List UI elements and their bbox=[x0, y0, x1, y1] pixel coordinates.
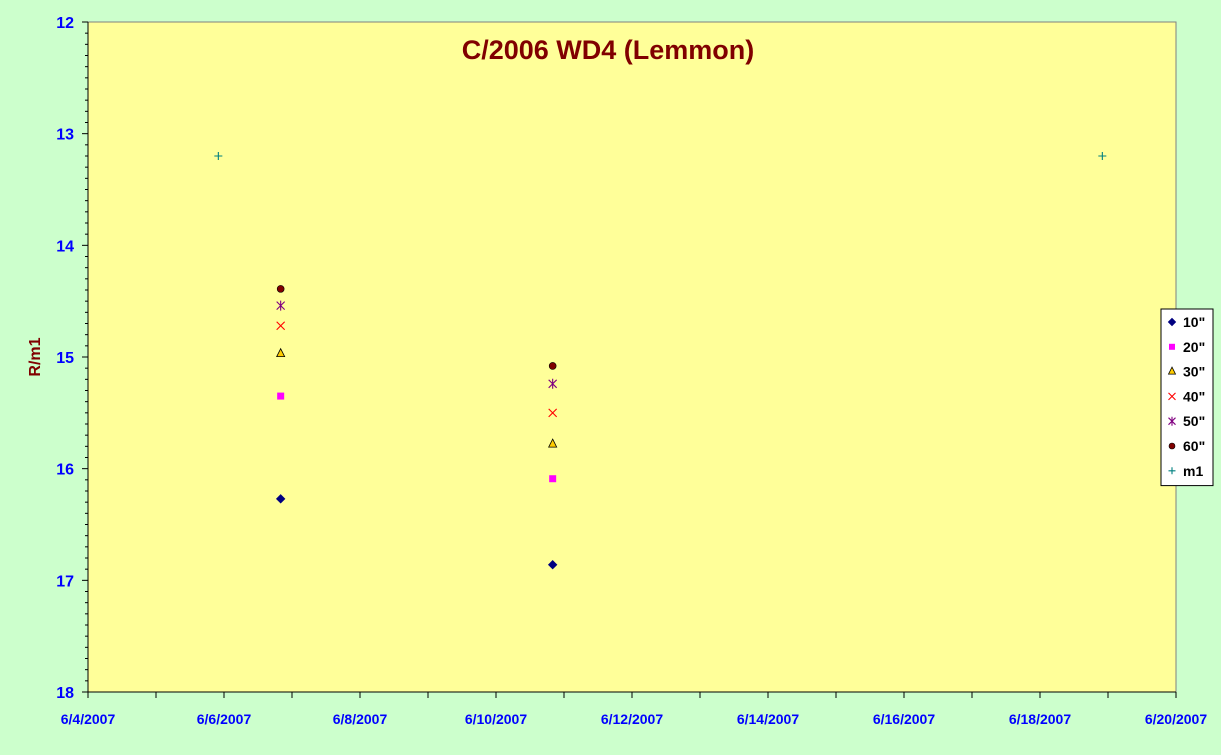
legend-label: 50" bbox=[1183, 413, 1205, 429]
data-point-circle bbox=[548, 362, 557, 370]
y-tick-label: 16 bbox=[56, 462, 74, 479]
legend-label: 30" bbox=[1183, 364, 1205, 380]
data-point-x bbox=[548, 408, 558, 418]
y-axis-label: R/m1 bbox=[27, 337, 44, 376]
y-tick-label: 17 bbox=[56, 573, 74, 590]
legend-marker bbox=[1168, 392, 1176, 401]
data-point-plus bbox=[214, 152, 223, 160]
legend-marker bbox=[1168, 467, 1176, 475]
chart-title: C/2006 WD4 (Lemmon) bbox=[462, 35, 755, 65]
legend-label: 60" bbox=[1183, 438, 1205, 454]
x-tick-label: 6/6/2007 bbox=[197, 711, 252, 727]
y-tick-label: 12 bbox=[56, 15, 74, 32]
data-point-triangle bbox=[548, 438, 558, 448]
y-tick-label: 18 bbox=[56, 685, 74, 702]
data-point-plus bbox=[1098, 152, 1107, 160]
legend-label: 10" bbox=[1183, 314, 1205, 330]
x-tick-label: 6/10/2007 bbox=[465, 711, 527, 727]
y-tick-label: 14 bbox=[56, 238, 74, 255]
data-point-star bbox=[276, 300, 286, 311]
x-tick-label: 6/18/2007 bbox=[1009, 711, 1071, 727]
data-point-square bbox=[549, 475, 557, 483]
legend-marker bbox=[1169, 343, 1175, 350]
x-tick-label: 6/20/2007 bbox=[1145, 711, 1207, 727]
legend-label: 20" bbox=[1183, 339, 1205, 355]
x-tick-label: 6/14/2007 bbox=[737, 711, 799, 727]
legend-marker bbox=[1168, 442, 1176, 450]
data-point-diamond bbox=[275, 494, 286, 504]
data-point-triangle bbox=[276, 347, 286, 358]
data-point-square bbox=[277, 392, 285, 400]
x-tick-label: 6/12/2007 bbox=[601, 711, 663, 727]
x-tick-label: 6/16/2007 bbox=[873, 711, 935, 727]
axes: 12 13 14 15 16 17 18 6/4/2007 6/6/2007 6/8/2007 6/… bbox=[56, 15, 1207, 727]
legend-label: m1 bbox=[1183, 463, 1203, 479]
data-point-diamond bbox=[547, 559, 558, 570]
legend-label: 40" bbox=[1183, 388, 1205, 404]
y-tick-label: 13 bbox=[56, 127, 74, 144]
legend-box bbox=[1160, 308, 1214, 487]
data-marks bbox=[214, 152, 1107, 570]
x-tick-label: 6/8/2007 bbox=[333, 711, 388, 727]
data-point-circle bbox=[276, 285, 285, 293]
data-point-star bbox=[548, 378, 558, 389]
data-point-x bbox=[276, 321, 286, 331]
x-tick-label: 6/4/2007 bbox=[61, 711, 116, 727]
legend-marker bbox=[1167, 317, 1177, 327]
plot-area bbox=[87, 21, 1177, 693]
legend-marker bbox=[1168, 416, 1176, 426]
y-tick-label: 15 bbox=[56, 350, 74, 367]
legend-marker bbox=[1167, 366, 1177, 375]
legend: 10" 20" 30" 40" 50" 60" m1 bbox=[1160, 308, 1214, 487]
